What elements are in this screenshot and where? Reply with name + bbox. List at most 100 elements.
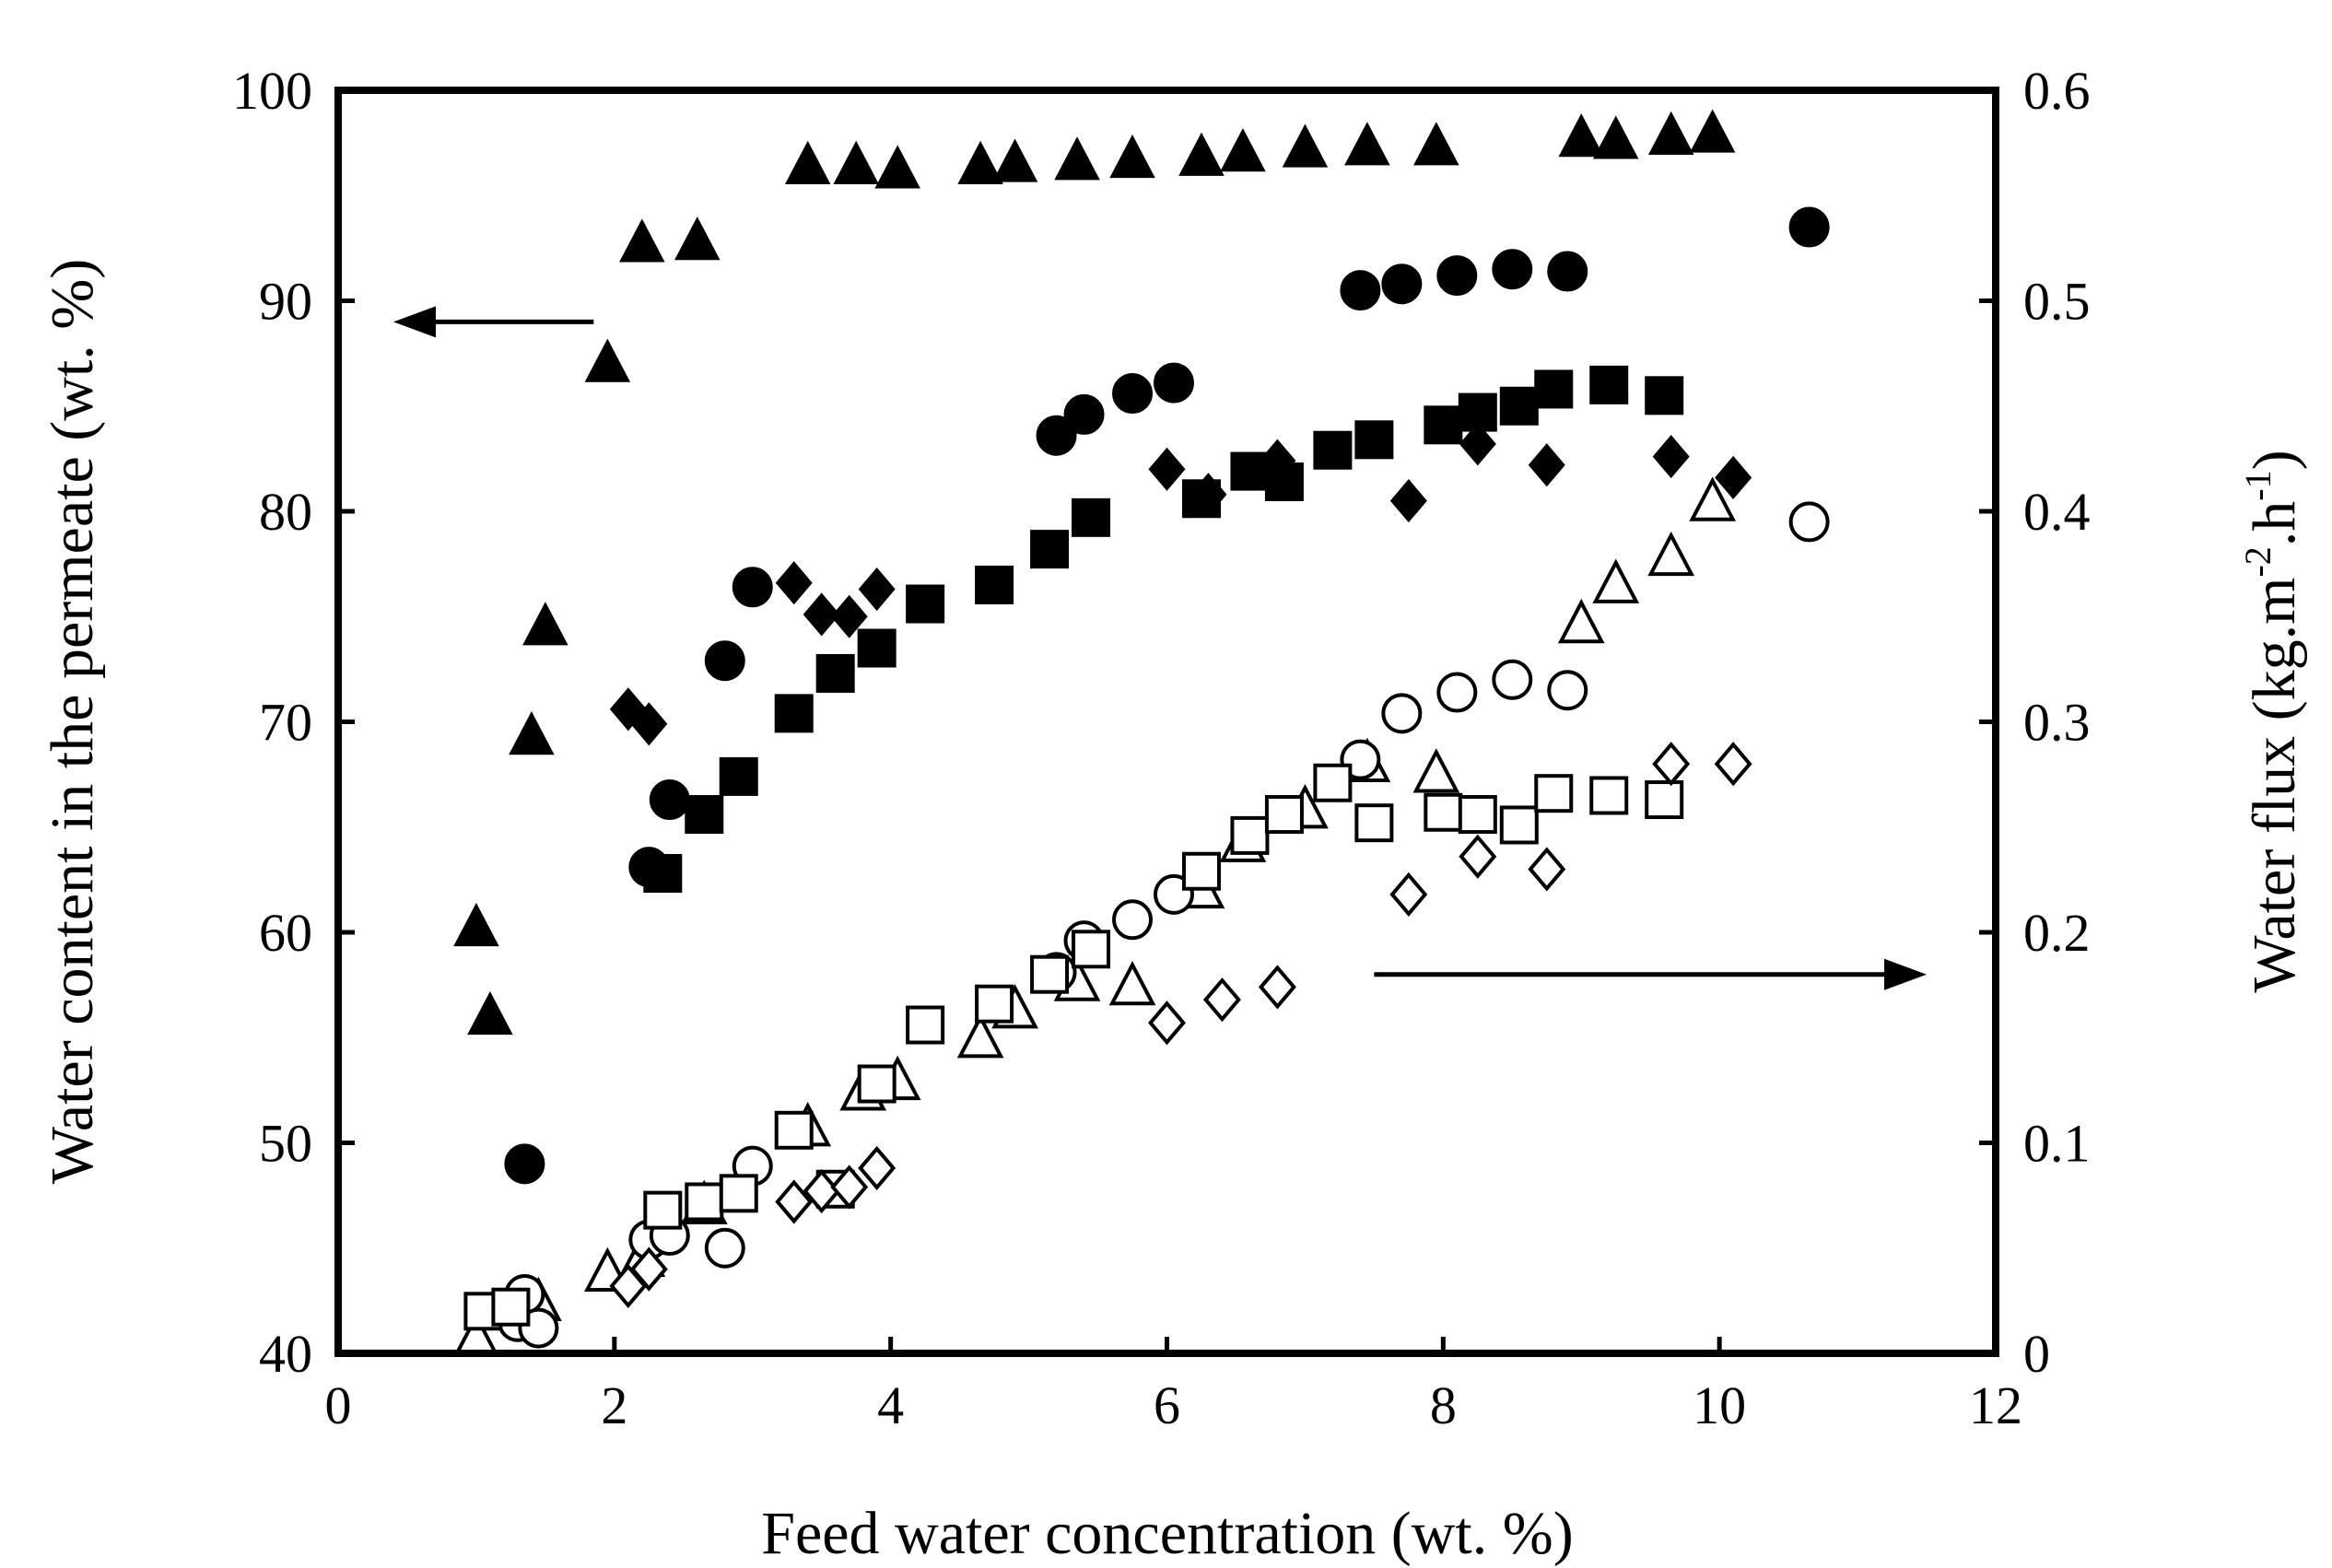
data-point-filled-square (1645, 376, 1684, 415)
y-right-tick-label: 0.4 (2023, 482, 2091, 542)
data-point-filled-triangle (584, 338, 631, 382)
data-point-filled-circle (1153, 362, 1194, 404)
x-tick-label: 4 (877, 1375, 904, 1435)
data-point-open-diamond (1459, 834, 1497, 879)
data-point-filled-square (1499, 386, 1539, 426)
annotation-arrows (393, 306, 1928, 990)
x-axis-ticks: 0 2 4 6 8 10 12 (325, 1337, 2022, 1435)
data-point-open-diamond (1202, 977, 1241, 1023)
data-point-filled-square (857, 628, 896, 668)
data-point-filled-circle (732, 567, 773, 608)
data-point-filled-square (1030, 530, 1070, 569)
data-point-open-circle (1112, 899, 1154, 941)
data-point-filled-triangle (1413, 122, 1459, 166)
y-left-tick-label: 50 (259, 1114, 312, 1174)
data-point-filled-diamond (1148, 447, 1186, 491)
data-point-filled-circle (704, 640, 745, 682)
y-left-axis-title: Water content in the permeate (wt. %) (39, 259, 106, 1184)
data-point-open-square (685, 1182, 724, 1222)
data-point-filled-diamond (775, 561, 813, 605)
data-point-open-circle (1788, 501, 1830, 543)
data-point-filled-square (815, 653, 855, 693)
data-point-filled-diamond (630, 702, 668, 746)
data-point-open-square (1354, 803, 1394, 843)
data-point-filled-triangle (1109, 134, 1155, 179)
y-right-axis-title: Water flux (kg.m-2.h-1) (2237, 450, 2308, 992)
data-point-filled-diamond (858, 568, 896, 612)
data-point-filled-triangle (1592, 115, 1639, 159)
data-point-filled-triangle (467, 990, 513, 1036)
data-point-open-circle (1492, 659, 1533, 700)
data-point-filled-triangle (619, 218, 665, 263)
arrow-left-head (393, 306, 436, 338)
data-point-filled-diamond (609, 687, 647, 731)
y-right-tick-label: 0.2 (2023, 903, 2091, 963)
data-point-filled-circle (1492, 249, 1533, 290)
data-point-open-square (1534, 774, 1574, 813)
data-point-filled-square (643, 854, 683, 894)
data-point-open-square (857, 1064, 896, 1104)
data-point-filled-circle (1063, 393, 1105, 435)
data-point-open-circle (704, 1227, 745, 1269)
data-point-filled-square (685, 795, 724, 835)
data-point-open-diamond (1389, 872, 1428, 917)
y-right-tick-label: 0.5 (2023, 272, 2091, 332)
data-point-filled-diamond (1528, 443, 1565, 487)
x-tick-label: 10 (1693, 1375, 1746, 1435)
data-point-open-square (906, 1005, 945, 1045)
y-right-tick-label: 0.3 (2023, 693, 2091, 753)
data-point-filled-circle (1036, 415, 1077, 456)
data-point-filled-triangle (1689, 109, 1736, 153)
data-point-open-square (1313, 763, 1353, 802)
data-point-open-triangle (1592, 558, 1640, 603)
data-point-filled-circle (1436, 255, 1478, 297)
y-left-tick-label: 40 (259, 1324, 312, 1384)
data-point-filled-triangle (453, 902, 499, 947)
data-point-filled-diamond (1389, 479, 1427, 523)
y-right-tick-label: 0.1 (2023, 1114, 2091, 1174)
data-point-filled-square (1354, 420, 1394, 460)
data-point-filled-circle (1381, 263, 1423, 305)
data-point-open-triangle (1557, 598, 1605, 644)
data-point-open-triangle (1647, 531, 1695, 577)
data-point-filled-square (906, 584, 945, 624)
x-axis-title: Feed water concentration (wt. %) (761, 1500, 1573, 1567)
data-point-filled-triangle (1558, 113, 1605, 158)
data-point-open-square (774, 1110, 814, 1150)
y-right-title-sup-2: -1 (2237, 470, 2279, 500)
data-point-open-diamond (1258, 965, 1296, 1010)
data-point-filled-diamond (1189, 473, 1227, 517)
data-point-filled-diamond (1259, 439, 1296, 483)
data-point-open-diamond (1714, 742, 1752, 787)
y-left-axis-ticks: 40 50 60 70 80 90 100 (232, 61, 355, 1384)
y-right-title-sup-1: -2 (2237, 546, 2279, 577)
data-point-open-diamond (1148, 1000, 1186, 1046)
data-point-open-diamond (830, 1164, 869, 1210)
data-point-open-square (1181, 851, 1221, 891)
data-point-open-square (1424, 792, 1463, 832)
data-point-filled-triangle (957, 140, 1003, 184)
data-point-filled-diamond (1459, 422, 1496, 466)
data-point-filled-square (1072, 497, 1111, 537)
data-point-open-square (1645, 780, 1684, 820)
data-point-open-diamond (775, 1179, 814, 1224)
data-point-filled-triangle (833, 140, 879, 184)
y-left-tick-label: 80 (259, 482, 312, 542)
y-left-tick-label: 100 (232, 61, 312, 121)
data-point-open-diamond (858, 1145, 896, 1191)
data-point-open-circle (1547, 670, 1588, 711)
x-tick-label: 8 (1430, 1375, 1457, 1435)
data-point-filled-square (975, 565, 1014, 604)
data-point-open-triangle (1689, 476, 1737, 521)
data-point-open-triangle (956, 1013, 1004, 1059)
x-tick-label: 2 (601, 1375, 627, 1435)
data-point-open-square (1072, 930, 1111, 969)
data-point-open-square (975, 984, 1014, 1024)
data-point-open-square (643, 1190, 683, 1230)
data-point-filled-square (1534, 369, 1574, 409)
data-point-filled-triangle (1344, 122, 1390, 166)
data-point-filled-square (1589, 365, 1629, 404)
data-point-filled-triangle (784, 140, 831, 184)
data-point-open-square (1458, 795, 1497, 835)
data-point-filled-circle (1788, 206, 1830, 248)
